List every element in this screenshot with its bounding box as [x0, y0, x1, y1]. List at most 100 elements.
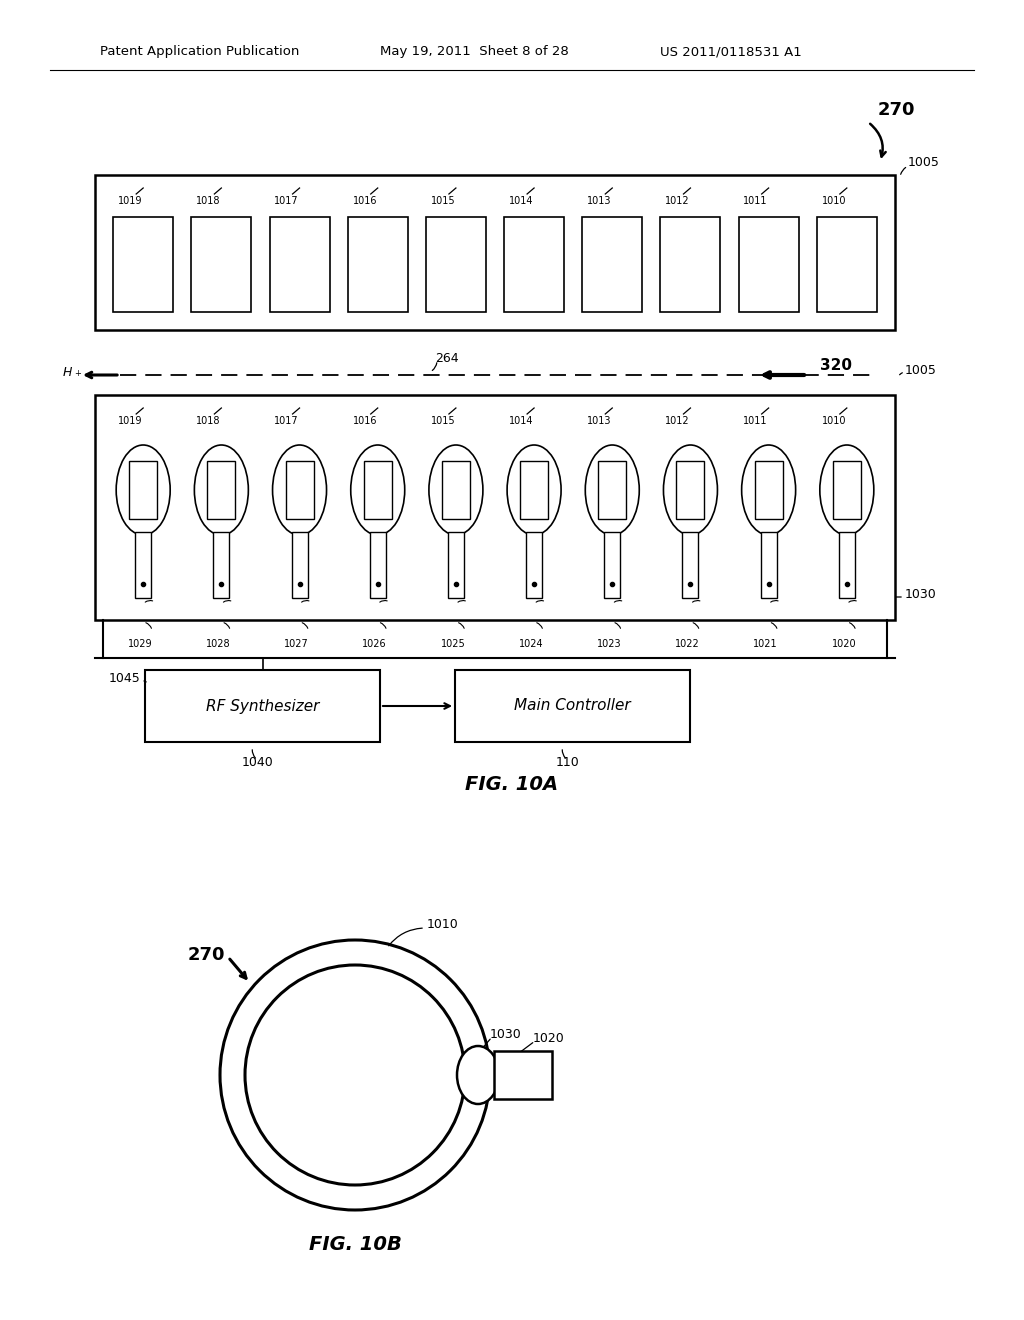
Text: 1015: 1015 [431, 195, 456, 206]
Bar [677, 461, 705, 519]
Text: 1026: 1026 [362, 639, 387, 649]
Bar [95, 395, 895, 620]
Text: 1005: 1005 [905, 363, 937, 376]
Bar [191, 216, 251, 312]
Ellipse shape [272, 445, 327, 535]
Text: 1014: 1014 [509, 195, 534, 206]
Bar [598, 461, 627, 519]
Ellipse shape [457, 1045, 499, 1104]
Ellipse shape [820, 445, 873, 535]
Text: US 2011/0118531 A1: US 2011/0118531 A1 [660, 45, 802, 58]
Text: 1023: 1023 [597, 639, 622, 649]
Bar [817, 216, 877, 312]
Text: 1010: 1010 [821, 416, 846, 426]
Ellipse shape [351, 445, 404, 535]
Text: 1020: 1020 [831, 639, 856, 649]
Text: Patent Application Publication: Patent Application Publication [100, 45, 299, 58]
Text: RF Synthesizer: RF Synthesizer [206, 698, 319, 714]
Text: 1010: 1010 [427, 919, 459, 932]
Ellipse shape [195, 445, 249, 535]
Ellipse shape [429, 445, 483, 535]
Bar [145, 671, 380, 742]
Text: 1013: 1013 [587, 416, 611, 426]
Text: 1010: 1010 [821, 195, 846, 206]
Text: H: H [62, 367, 72, 380]
Bar [442, 461, 470, 519]
Bar [455, 671, 690, 742]
Ellipse shape [664, 445, 718, 535]
Text: 1014: 1014 [509, 416, 534, 426]
Text: +: + [74, 370, 81, 378]
Bar [738, 216, 799, 312]
Bar [520, 461, 548, 519]
Text: 1045: 1045 [109, 672, 140, 685]
Text: 1016: 1016 [352, 195, 377, 206]
Bar [504, 216, 564, 312]
Text: 270: 270 [187, 946, 225, 964]
Bar [682, 532, 698, 598]
Text: 1020: 1020 [534, 1032, 565, 1045]
Bar [583, 216, 642, 312]
Text: 1040: 1040 [242, 755, 273, 768]
Bar [348, 216, 408, 312]
Circle shape [245, 965, 465, 1185]
Text: 1025: 1025 [440, 639, 465, 649]
Ellipse shape [586, 445, 639, 535]
Bar [129, 461, 157, 519]
Ellipse shape [116, 445, 170, 535]
Bar [114, 216, 173, 312]
Ellipse shape [507, 445, 561, 535]
Text: 110: 110 [556, 755, 580, 768]
Text: 1005: 1005 [908, 157, 940, 169]
Bar [833, 461, 861, 519]
Bar [447, 532, 464, 598]
Text: 1016: 1016 [352, 416, 377, 426]
Ellipse shape [741, 445, 796, 535]
Text: 1021: 1021 [754, 639, 778, 649]
Bar [292, 532, 307, 598]
Text: 1015: 1015 [431, 416, 456, 426]
Text: May 19, 2011  Sheet 8 of 28: May 19, 2011 Sheet 8 of 28 [380, 45, 568, 58]
Text: 1011: 1011 [743, 416, 768, 426]
Bar [370, 532, 386, 598]
Bar [755, 461, 782, 519]
Bar [286, 461, 313, 519]
Bar [426, 216, 486, 312]
Text: 270: 270 [878, 102, 915, 119]
Text: 1012: 1012 [666, 416, 690, 426]
Text: 1018: 1018 [197, 416, 220, 426]
Text: 1027: 1027 [285, 639, 309, 649]
Bar [364, 461, 392, 519]
Text: 320: 320 [820, 358, 852, 372]
Text: 1030: 1030 [905, 589, 937, 602]
Text: FIG. 10A: FIG. 10A [466, 776, 558, 795]
Text: 1011: 1011 [743, 195, 768, 206]
Bar [213, 532, 229, 598]
Text: 1017: 1017 [274, 195, 299, 206]
Text: 1018: 1018 [197, 195, 220, 206]
Bar [604, 532, 621, 598]
Text: 1028: 1028 [206, 639, 230, 649]
Circle shape [215, 935, 495, 1214]
Text: 1029: 1029 [128, 639, 153, 649]
Text: 1024: 1024 [519, 639, 544, 649]
Text: 1017: 1017 [274, 416, 299, 426]
Text: 1022: 1022 [675, 639, 699, 649]
Text: 1012: 1012 [666, 195, 690, 206]
Text: 1019: 1019 [118, 416, 142, 426]
Bar [494, 1051, 552, 1100]
Bar [660, 216, 721, 312]
Bar [95, 176, 895, 330]
Bar [269, 216, 330, 312]
Text: Main Controller: Main Controller [514, 698, 631, 714]
Bar [208, 461, 236, 519]
Text: 264: 264 [435, 351, 459, 364]
Text: 1013: 1013 [587, 195, 611, 206]
Circle shape [220, 940, 490, 1210]
Bar [761, 532, 776, 598]
Bar [526, 532, 542, 598]
Bar [839, 532, 855, 598]
Text: FIG. 10B: FIG. 10B [308, 1236, 401, 1254]
Text: 1030: 1030 [490, 1028, 522, 1041]
Text: 1019: 1019 [118, 195, 142, 206]
